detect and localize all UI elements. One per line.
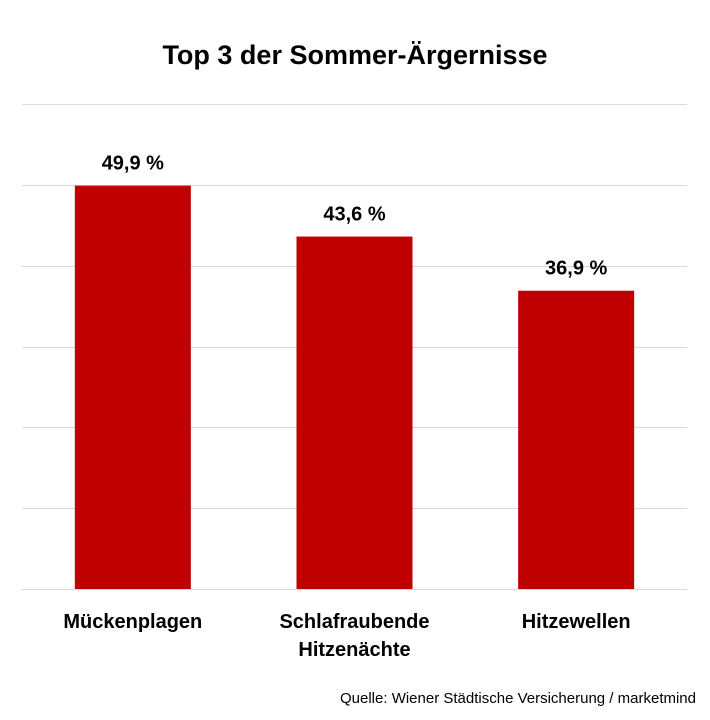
data-label: 36,9 % <box>545 258 607 280</box>
category-label: Schlafraubende Hitzenächte <box>279 611 429 661</box>
bar <box>296 236 413 590</box>
data-label: 43,6 % <box>323 204 385 226</box>
category-label-line: Schlafraubende <box>279 611 429 633</box>
category-label-line: Hitzewellen <box>522 611 631 633</box>
category-label: Hitzewellen <box>522 611 631 633</box>
chart-title: Top 3 der Sommer-Ärgernisse <box>162 40 548 70</box>
source-note: Quelle: Wiener Städtische Versicherung /… <box>340 690 696 707</box>
bar <box>74 185 191 589</box>
bar <box>518 290 635 589</box>
category-label-line: Hitzenächte <box>298 639 410 661</box>
data-label: 49,9 % <box>102 153 164 175</box>
category-label: Mückenplagen <box>63 611 202 633</box>
category-label-line: Mückenplagen <box>63 611 202 633</box>
